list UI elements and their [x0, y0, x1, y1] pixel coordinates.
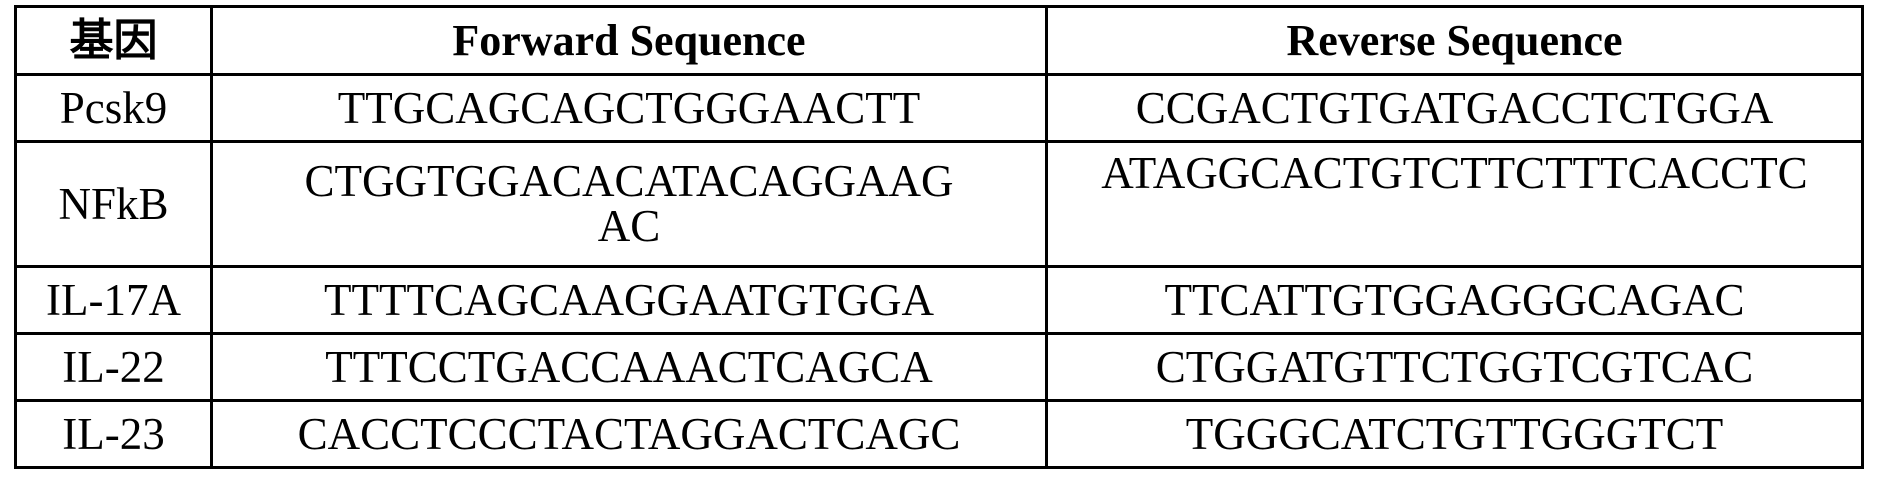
header-forward-sequence: Forward Sequence [212, 7, 1047, 75]
forward-sequence-line-1: CTGGTGGACACATACAGGAAG [305, 156, 954, 206]
forward-sequence-line-2: AC [598, 201, 661, 251]
primer-sequence-table: 基因 Forward Sequence Reverse Sequence Pcs… [14, 5, 1864, 469]
reverse-sequence: TGGGCATCTGTTGGGTCT [1047, 401, 1863, 468]
forward-sequence: TTTTCAGCAAGGAATGTGGA [212, 267, 1047, 334]
gene-name: IL-22 [16, 334, 212, 401]
forward-sequence: TTGCAGCAGCTGGGAACTT [212, 75, 1047, 142]
forward-sequence: TTTCCTGACCAAACTCAGCA [212, 334, 1047, 401]
table-row: IL-22 TTTCCTGACCAAACTCAGCA CTGGATGTTCTGG… [16, 334, 1863, 401]
gene-name: Pcsk9 [16, 75, 212, 142]
reverse-sequence: CTGGATGTTCTGGTCGTCAC [1047, 334, 1863, 401]
header-gene: 基因 [16, 7, 212, 75]
header-reverse-sequence: Reverse Sequence [1047, 7, 1863, 75]
forward-sequence: CTGGTGGACACATACAGGAAG AC [212, 142, 1047, 267]
reverse-sequence: ATAGGCACTGTCTTCTTTCACCTC [1047, 142, 1863, 267]
header-row: 基因 Forward Sequence Reverse Sequence [16, 7, 1863, 75]
table-row: IL-23 CACCTCCCTACTAGGACTCAGC TGGGCATCTGT… [16, 401, 1863, 468]
gene-name: NFkB [16, 142, 212, 267]
table-row: Pcsk9 TTGCAGCAGCTGGGAACTT CCGACTGTGATGAC… [16, 75, 1863, 142]
table-row: NFkB CTGGTGGACACATACAGGAAG AC ATAGGCACTG… [16, 142, 1863, 267]
table-row: IL-17A TTTTCAGCAAGGAATGTGGA TTCATTGTGGAG… [16, 267, 1863, 334]
reverse-sequence: TTCATTGTGGAGGGCAGAC [1047, 267, 1863, 334]
gene-name: IL-23 [16, 401, 212, 468]
gene-name: IL-17A [16, 267, 212, 334]
forward-sequence: CACCTCCCTACTAGGACTCAGC [212, 401, 1047, 468]
reverse-sequence: CCGACTGTGATGACCTCTGGA [1047, 75, 1863, 142]
